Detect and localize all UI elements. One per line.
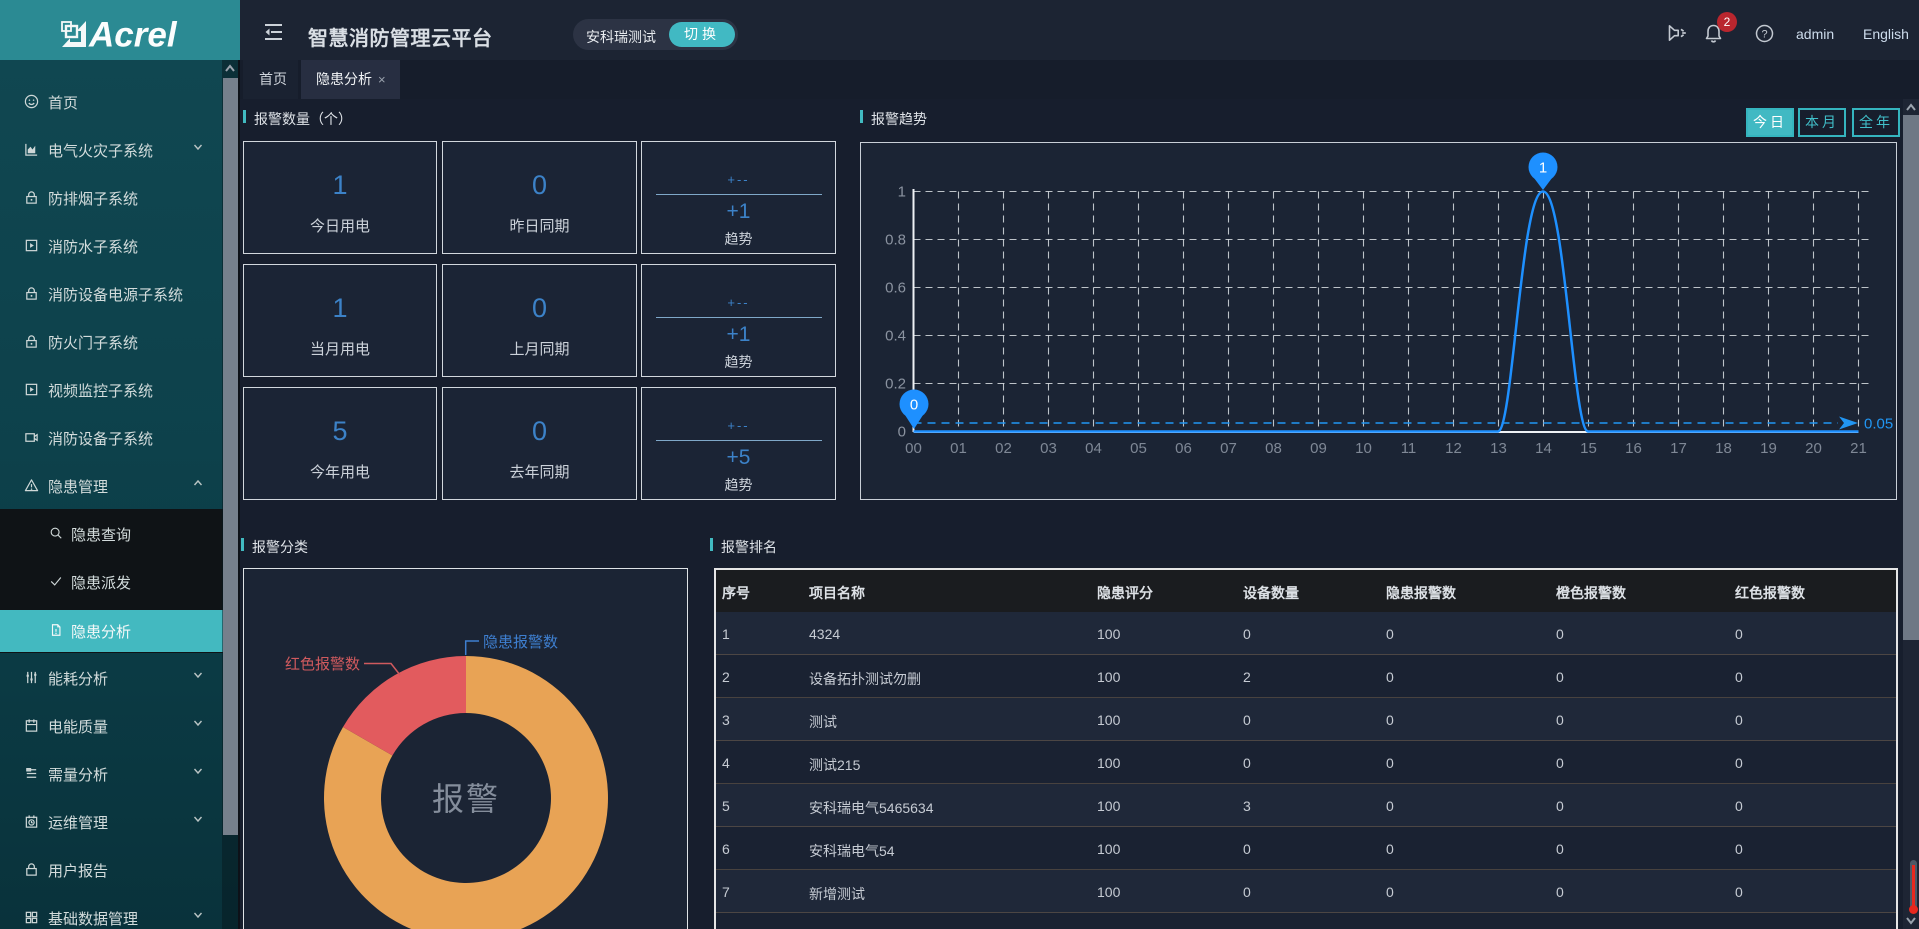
svg-text:17: 17	[1670, 440, 1687, 457]
svg-text:0.2: 0.2	[885, 376, 906, 393]
svg-text:报警: 报警	[432, 781, 500, 817]
svg-text:20: 20	[1805, 440, 1822, 457]
svg-text:1: 1	[1539, 160, 1547, 177]
svg-text:0.8: 0.8	[885, 232, 906, 249]
svg-text:0.6: 0.6	[885, 280, 906, 297]
svg-text:05: 05	[1130, 440, 1147, 457]
svg-text:0: 0	[898, 424, 906, 441]
svg-text:Acrel: Acrel	[88, 19, 178, 49]
svg-text:07: 07	[1220, 440, 1237, 457]
svg-text:03: 03	[1040, 440, 1057, 457]
svg-text:0: 0	[910, 397, 918, 414]
svg-text:04: 04	[1085, 440, 1102, 457]
svg-text:02: 02	[995, 440, 1012, 457]
svg-text:0.4: 0.4	[885, 328, 906, 345]
svg-text:12: 12	[1445, 440, 1462, 457]
svg-text:00: 00	[905, 440, 922, 457]
svg-text:13: 13	[1490, 440, 1507, 457]
svg-text:18: 18	[1715, 440, 1732, 457]
svg-text:1: 1	[898, 184, 906, 201]
svg-text:21: 21	[1850, 440, 1867, 457]
svg-text:11: 11	[1401, 440, 1417, 457]
svg-text:10: 10	[1355, 440, 1372, 457]
svg-text:红色报警数: 红色报警数	[285, 656, 360, 673]
svg-text:19: 19	[1760, 440, 1777, 457]
svg-text:14: 14	[1535, 440, 1552, 457]
svg-text:0.05: 0.05	[1864, 416, 1893, 433]
svg-text:09: 09	[1310, 440, 1327, 457]
svg-text:08: 08	[1265, 440, 1282, 457]
svg-text:?: ?	[1761, 29, 1767, 41]
svg-text:隐患报警数: 隐患报警数	[483, 634, 558, 651]
svg-text:16: 16	[1625, 440, 1642, 457]
svg-text:15: 15	[1580, 440, 1597, 457]
svg-text:01: 01	[950, 440, 967, 457]
svg-text:06: 06	[1175, 440, 1192, 457]
